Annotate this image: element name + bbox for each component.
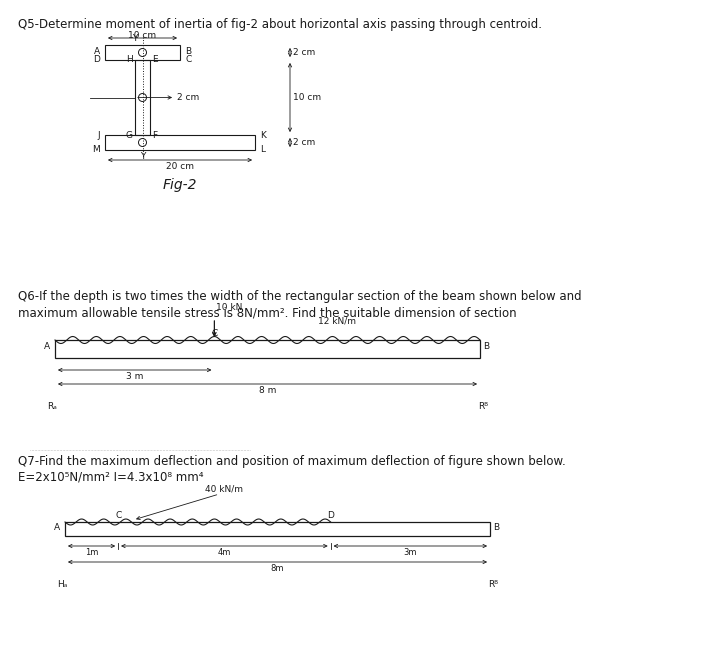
Bar xyxy=(135,60,150,135)
Text: 2 cm: 2 cm xyxy=(293,138,315,147)
Text: 2 cm: 2 cm xyxy=(177,93,200,102)
Text: B: B xyxy=(483,342,489,351)
Text: 12 kN/m: 12 kN/m xyxy=(318,317,356,326)
Text: K: K xyxy=(260,130,266,139)
Bar xyxy=(105,135,255,150)
Text: C: C xyxy=(185,55,191,64)
Text: A: A xyxy=(94,47,100,56)
Text: C: C xyxy=(115,511,121,520)
Text: B: B xyxy=(493,523,499,532)
Text: Y: Y xyxy=(132,34,137,43)
Text: 1m: 1m xyxy=(85,548,98,557)
Text: 3m: 3m xyxy=(403,548,417,557)
Text: Y: Y xyxy=(140,152,145,161)
Text: 10 kN: 10 kN xyxy=(216,303,243,312)
Text: 3 m: 3 m xyxy=(126,372,143,381)
Text: J: J xyxy=(97,130,100,139)
Text: 10 cm: 10 cm xyxy=(293,93,321,102)
Text: Rᴮ: Rᴮ xyxy=(488,580,498,589)
Text: 8m: 8m xyxy=(271,564,284,573)
Text: E=2x10⁵N/mm² I=4.3x10⁸ mm⁴: E=2x10⁵N/mm² I=4.3x10⁸ mm⁴ xyxy=(18,471,204,484)
Text: E: E xyxy=(152,55,158,64)
Bar xyxy=(105,45,180,60)
Text: Fig-2: Fig-2 xyxy=(163,178,197,192)
Text: Q7-Find the maximum deflection and position of maximum deflection of figure show: Q7-Find the maximum deflection and posit… xyxy=(18,455,565,468)
Text: L: L xyxy=(260,145,265,155)
Text: 10 cm: 10 cm xyxy=(128,31,157,40)
Text: M: M xyxy=(92,145,100,155)
Bar xyxy=(65,522,490,536)
Text: 4m: 4m xyxy=(218,548,231,557)
Text: H: H xyxy=(126,55,133,64)
Text: 40 kN/m: 40 kN/m xyxy=(205,485,243,494)
Text: G: G xyxy=(126,130,133,139)
Text: 20 cm: 20 cm xyxy=(166,162,194,171)
Text: D: D xyxy=(93,55,100,64)
Text: maximum allowable tensile stress is 8N/mm². Find the suitable dimension of secti: maximum allowable tensile stress is 8N/m… xyxy=(18,306,517,319)
Text: Q5-Determine moment of inertia of fig-2 about horizontal axis passing through ce: Q5-Determine moment of inertia of fig-2 … xyxy=(18,18,542,31)
Text: A: A xyxy=(54,523,60,532)
Text: B: B xyxy=(185,47,191,56)
Text: Rₐ: Rₐ xyxy=(47,402,57,411)
Text: Hₐ: Hₐ xyxy=(57,580,67,589)
Bar xyxy=(55,340,480,358)
Text: D: D xyxy=(327,511,334,520)
Text: 2 cm: 2 cm xyxy=(293,48,315,57)
Text: C: C xyxy=(212,329,218,338)
Text: Q6-If the depth is two times the width of the rectangular section of the beam sh: Q6-If the depth is two times the width o… xyxy=(18,290,582,303)
Text: Rᴮ: Rᴮ xyxy=(478,402,488,411)
Text: A: A xyxy=(44,342,50,351)
Text: F: F xyxy=(152,130,157,139)
Text: 8 m: 8 m xyxy=(259,386,276,395)
